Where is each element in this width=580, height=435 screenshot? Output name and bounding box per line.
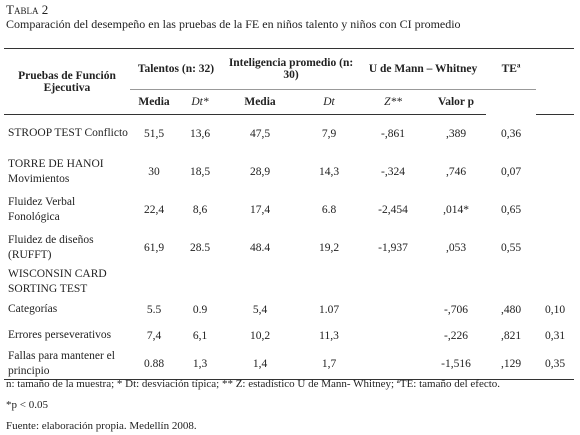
row-label: Fluidez Verbal Fonológica bbox=[8, 195, 76, 223]
cell: -,324 bbox=[381, 165, 405, 178]
cell: 0.9 bbox=[192, 303, 208, 316]
cell: 13,6 bbox=[189, 127, 211, 140]
empty-cell bbox=[222, 267, 298, 297]
cell: -,861 bbox=[381, 127, 405, 140]
note: *p < 0.05 bbox=[6, 399, 48, 411]
empty-cell bbox=[536, 191, 574, 229]
cell: 1.07 bbox=[318, 303, 340, 316]
cell: 1,4 bbox=[222, 348, 298, 380]
empty-cell bbox=[298, 267, 360, 297]
cell: -2,454 bbox=[378, 203, 408, 216]
empty-cell bbox=[536, 153, 574, 191]
empty-cell bbox=[426, 267, 486, 297]
cell: ,129 bbox=[486, 348, 537, 380]
row-label: Fallas para mantener el principio bbox=[4, 348, 130, 380]
note: n: tamaño de la muestra; * Dt: desviació… bbox=[6, 378, 501, 390]
cell: 7,4 bbox=[146, 329, 162, 342]
cell: 28.5 bbox=[189, 241, 211, 254]
row-label: STROOP TEST Conflicto bbox=[8, 127, 128, 140]
cell: 61,9 bbox=[143, 241, 165, 254]
header-cell: Talentos (n: 32) bbox=[130, 48, 222, 90]
table-row: Errores perseverativos 7,4 6,1 10,2 11,3 -,22… bbox=[4, 323, 574, 349]
empty-cell bbox=[360, 323, 426, 349]
row-label: Categorías bbox=[8, 303, 58, 315]
header-cell: Pruebas de Función Ejecutiva bbox=[4, 48, 130, 115]
cell: 5,4 bbox=[252, 303, 268, 316]
caption-title: Comparación del desempeño en las pruebas… bbox=[6, 17, 461, 31]
table: Pruebas de Función Ejecutiva Talentos (n:… bbox=[4, 48, 575, 380]
cell: 0,35 bbox=[536, 348, 575, 380]
cell: 0,07 bbox=[500, 165, 522, 178]
cell: 6,1 bbox=[192, 329, 208, 342]
cell: 1,3 bbox=[178, 348, 222, 380]
cell: ,014* bbox=[443, 203, 469, 216]
empty-cell bbox=[536, 267, 574, 297]
cell: 47,5 bbox=[249, 127, 271, 140]
cell: 18,5 bbox=[189, 165, 211, 178]
row-label: TORRE DE HANOI Movimientos bbox=[8, 157, 104, 185]
table-row: Fluidez Verbal Fonológica 22,4 8,6 17,4 6.8 -… bbox=[4, 191, 574, 229]
cell: 6.8 bbox=[321, 203, 337, 216]
cell: ,746 bbox=[445, 165, 467, 178]
cell: 0.88 bbox=[130, 348, 178, 380]
subheader-cell: Dt* bbox=[178, 89, 222, 115]
cell: 48.4 bbox=[249, 241, 271, 254]
table-row: WISCONSIN CARD SORTING TEST bbox=[4, 267, 574, 297]
row-label: Errores perseverativos bbox=[8, 329, 112, 341]
subheader-cell: Media bbox=[130, 89, 178, 115]
empty-cell bbox=[536, 115, 574, 153]
cell: 7,9 bbox=[321, 127, 337, 140]
cell: 17,4 bbox=[249, 203, 271, 216]
row-label: Fluidez de diseños (RUFFT) bbox=[8, 233, 94, 261]
header-cell: U de Mann – Whitney bbox=[360, 48, 487, 90]
cell: 8,6 bbox=[192, 203, 208, 216]
cell: 0,36 bbox=[500, 127, 522, 140]
cell: 11,3 bbox=[319, 329, 339, 342]
cell: 0,65 bbox=[500, 203, 522, 216]
note: Fuente: elaboración propia. Medellín 200… bbox=[6, 420, 197, 432]
cell: 10,2 bbox=[249, 329, 271, 342]
row-label: WISCONSIN CARD SORTING TEST bbox=[8, 267, 107, 295]
subheader-cell: Media bbox=[222, 89, 298, 115]
cell: 0,55 bbox=[500, 241, 522, 254]
cell: 22,4 bbox=[143, 203, 165, 216]
cell: ,053 bbox=[445, 241, 467, 254]
table-row: STROOP TEST Conflicto 51,5 13,6 47,5 7,9 -,86… bbox=[4, 115, 574, 153]
cell: ,821 bbox=[500, 329, 522, 342]
cell: -1,516 bbox=[426, 348, 487, 380]
table-row: Fluidez de diseños (RUFFT) 61,9 28.5 48.4 19… bbox=[4, 229, 574, 267]
empty-cell bbox=[536, 229, 574, 267]
subheader-cell: Valor p bbox=[426, 89, 487, 115]
empty-cell bbox=[360, 267, 426, 297]
cell: -1,937 bbox=[378, 241, 408, 254]
cell: 28,9 bbox=[249, 165, 271, 178]
cell: 1,7 bbox=[298, 348, 361, 380]
subheader-cell: Z** bbox=[360, 89, 427, 115]
cell: ,389 bbox=[445, 127, 467, 140]
subheader-cell: Dt bbox=[298, 89, 361, 115]
empty-cell bbox=[360, 297, 426, 323]
caption-label: Tabla 2 bbox=[6, 2, 49, 17]
empty-cell bbox=[130, 267, 178, 297]
table-row: TORRE DE HANOI Movimientos 30 18,5 28,9 14,3… bbox=[4, 153, 574, 191]
empty-cell bbox=[178, 267, 222, 297]
header-cell: TEª bbox=[486, 48, 537, 90]
header-cell bbox=[536, 48, 575, 115]
empty-cell bbox=[486, 267, 536, 297]
cell: -,226 bbox=[444, 329, 468, 342]
table-row: Categorías 5.5 0.9 5,4 1.07 -,706 ,480 0,10 bbox=[4, 297, 574, 323]
empty-cell bbox=[360, 348, 427, 380]
cell: ,480 bbox=[500, 303, 522, 316]
cell: 14,3 bbox=[318, 165, 340, 178]
table-row: Fallas para mantener el principio 0.88 1,3… bbox=[4, 348, 575, 380]
cell: 30 bbox=[148, 165, 160, 178]
cell: 5.5 bbox=[146, 303, 162, 316]
header-cell: Inteligencia promedio (n: 30) bbox=[222, 48, 361, 90]
cell: 0,10 bbox=[544, 303, 566, 316]
cell: 0,31 bbox=[544, 329, 566, 342]
cell: 19,2 bbox=[318, 241, 340, 254]
cell: -,706 bbox=[444, 303, 468, 316]
cell: 51,5 bbox=[143, 127, 165, 140]
